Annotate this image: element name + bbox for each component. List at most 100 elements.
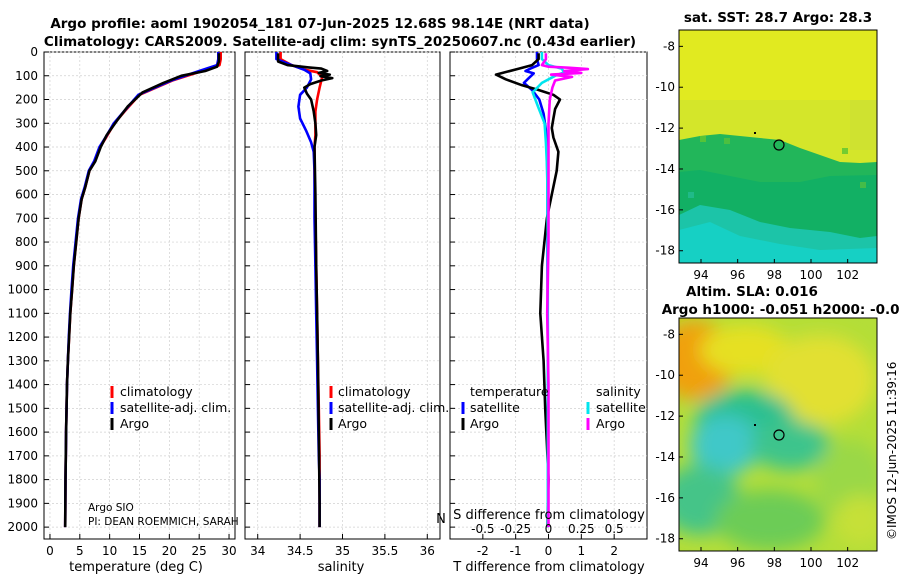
depth-tick-label: 1400: [7, 378, 38, 392]
depth-tick-label: 1600: [7, 425, 38, 439]
x-tick-label: 25: [192, 544, 207, 558]
x-tick-label: 35: [335, 544, 350, 558]
lon-tick-label: 98: [767, 556, 782, 570]
footnote-institution: Argo SIO: [88, 502, 134, 514]
temperature-x-ticks: 0 5 10 15 20 25 30: [46, 544, 237, 558]
x-tick-label: 10: [102, 544, 117, 558]
depth-tick-label: 1800: [7, 473, 38, 487]
legend-t-argo-label: Argo: [470, 416, 499, 431]
x-tick-label: -1: [510, 544, 522, 558]
argo-location-marker: [773, 139, 785, 151]
sla-map: [679, 318, 877, 551]
lon-tick-label: 100: [800, 268, 823, 282]
x-tick-label: 36: [420, 544, 435, 558]
temperature-lines: [63, 52, 222, 528]
depth-tick-label: 800: [15, 235, 38, 249]
lat-tick-label: -12: [655, 121, 675, 135]
x-tick-label: 34: [250, 544, 265, 558]
depth-axis-labels: 0 100 200 300 400 500 600 700 800 900 1000 1100 1200…: [7, 45, 38, 534]
sst-field-east: [850, 100, 877, 150]
sst-pixel-patch: [724, 138, 730, 144]
footnote-pi: PI: DEAN ROEMMICH, SARAH: [88, 516, 239, 528]
overlapping-letter: N: [436, 512, 446, 527]
depth-tick-label: 0: [30, 45, 38, 59]
main-title-line1: Argo profile: aoml 1902054_181 07-Jun-20…: [50, 16, 589, 32]
lat-tick-label: -10: [655, 80, 675, 94]
lat-tick-label: -8: [663, 327, 675, 341]
depth-tick-label: 1000: [7, 283, 38, 297]
sla-map-title-line2: Argo h1000: -0.051 h2000: -0.064: [662, 302, 900, 318]
temperature-axis-label: temperature (deg C): [69, 560, 203, 575]
legend-t-satellite-label: satellite: [470, 400, 520, 415]
x-tick-label: 0: [545, 544, 553, 558]
argo-location-marker: [773, 429, 785, 441]
sst-x-ticks: 94 96 98 100 102: [693, 259, 859, 282]
sst-coolest-region: [679, 222, 877, 263]
difference-x-ticks: -2 -1 0 1 2: [477, 544, 618, 558]
sla-x-ticks: 94 96 98 100 102: [693, 547, 859, 570]
legend-argo-label: Argo: [120, 416, 149, 431]
s-diff-tick-label: -0.5: [471, 522, 494, 536]
x-tick-label: 35.5: [372, 544, 399, 558]
depth-tick-label: 1100: [7, 306, 38, 320]
lon-tick-label: 96: [730, 556, 745, 570]
lon-tick-label: 98: [767, 268, 782, 282]
x-tick-label: 1: [578, 544, 586, 558]
argo-track-dot: [754, 424, 756, 426]
lat-tick-label: -16: [655, 491, 675, 505]
depth-tick-label: 400: [15, 140, 38, 154]
x-tick-label: -2: [477, 544, 489, 558]
sla-high-yellow: [700, 325, 790, 375]
s-diff-tick-label: 0.5: [605, 522, 624, 536]
main-title-line2: Climatology: CARS2009. Satellite-adj cli…: [44, 34, 636, 50]
t-difference-axis-label: T difference from climatology: [452, 560, 645, 575]
lon-tick-label: 96: [730, 268, 745, 282]
lat-tick-label: -14: [655, 162, 675, 176]
sla-low-cyan: [690, 415, 760, 475]
salinity-lines: [275, 52, 334, 528]
depth-tick-label: 2000: [7, 520, 38, 534]
sla-high-southeast: [835, 495, 877, 545]
series-line-temperature-argo: [494, 53, 562, 528]
difference-legend: temperature salinity satellite Argo sate…: [461, 384, 646, 431]
legend-argo-label: Argo: [338, 416, 367, 431]
lat-tick-label: -16: [655, 203, 675, 217]
s-diff-tick-label: 0.25: [568, 522, 595, 536]
sla-map-frame: [678, 317, 878, 552]
depth-tick-label: 300: [15, 116, 38, 130]
temperature-legend: climatology satellite-adj. clim. Argo: [110, 384, 231, 431]
depth-tick-label: 900: [15, 259, 38, 273]
x-tick-label: 30: [221, 544, 236, 558]
legend-temperature-title: temperature: [470, 384, 549, 399]
depth-tick-label: 100: [15, 69, 38, 83]
x-tick-label: 0: [46, 544, 54, 558]
sst-field-north: [679, 30, 877, 100]
x-tick-label: 5: [76, 544, 84, 558]
legend-s-satellite-label: satellite: [596, 400, 646, 415]
x-tick-label: 20: [162, 544, 177, 558]
sla-high-yellow-east: [765, 335, 875, 425]
sst-map-title: sat. SST: 28.7 Argo: 28.3: [684, 10, 872, 26]
x-tick-label: 34.5: [287, 544, 314, 558]
depth-tick-label: 700: [15, 211, 38, 225]
series-line-salinity-argo: [540, 53, 590, 528]
depth-tick-label: 1300: [7, 354, 38, 368]
x-tick-label: 15: [132, 544, 147, 558]
imos-watermark: ©IMOS 12-Jun-2025 11:39:16: [885, 362, 899, 540]
lon-tick-label: 100: [800, 556, 823, 570]
lat-tick-label: -18: [655, 532, 675, 546]
lon-tick-label: 94: [693, 556, 708, 570]
depth-tick-label: 200: [15, 93, 38, 107]
lat-tick-label: -8: [663, 39, 675, 53]
lat-tick-label: -14: [655, 450, 675, 464]
lat-tick-label: -10: [655, 368, 675, 382]
sst-pixel-patch: [700, 136, 706, 142]
sst-pixel-patch: [860, 182, 866, 188]
lon-tick-label: 102: [836, 268, 859, 282]
sla-low-green-mid: [750, 420, 830, 470]
difference-lines: [494, 52, 590, 528]
salinity-x-ticks: 34 34.5 35 35.5 36: [250, 544, 435, 558]
sla-map-title-line1: Altim. SLA: 0.016: [686, 284, 818, 300]
